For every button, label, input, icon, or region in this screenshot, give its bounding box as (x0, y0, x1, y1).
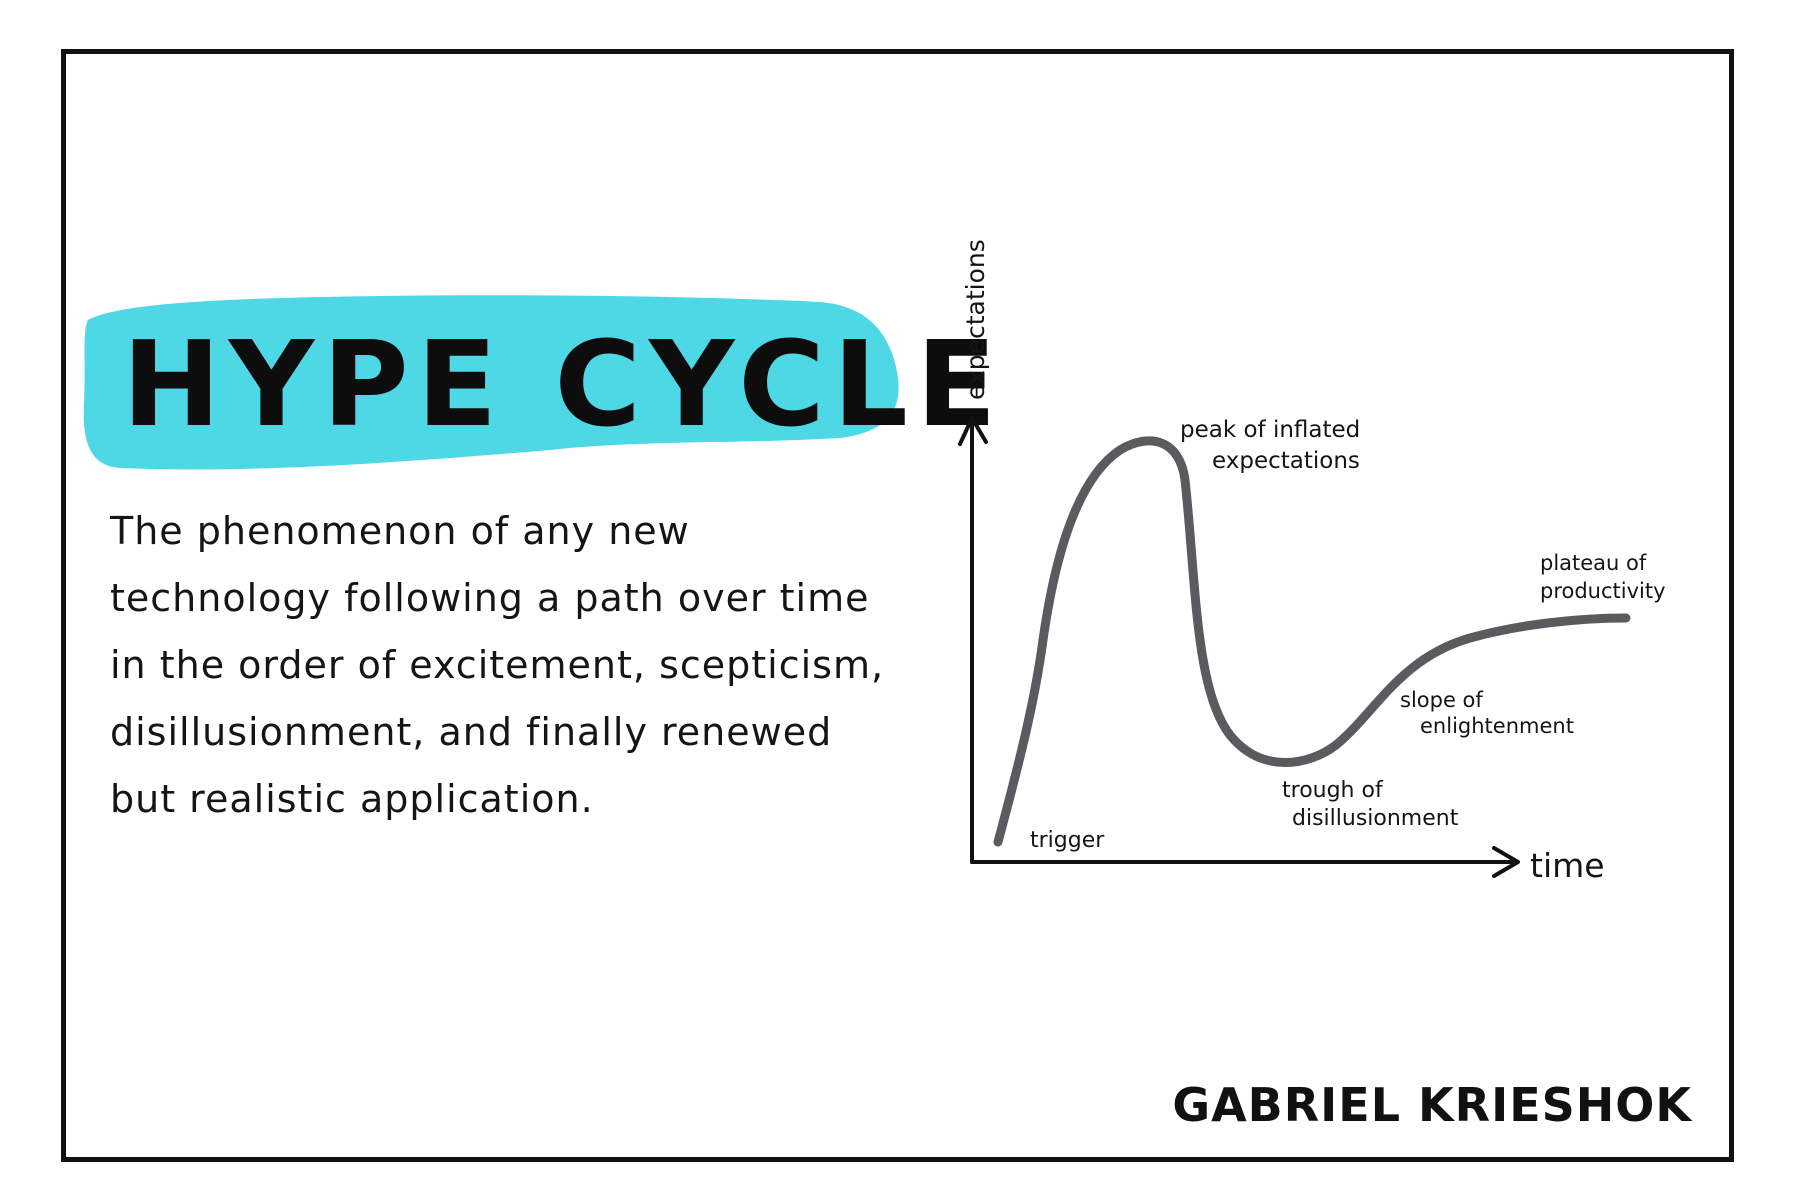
plateau-label: plateau of productivity (1540, 551, 1666, 603)
slope-label: slope of enlightenment (1400, 688, 1574, 738)
trough-label-line: disillusionment (1292, 806, 1459, 831)
plateau-label-line: productivity (1540, 579, 1666, 603)
y-axis-label: expectations (961, 239, 990, 400)
hype-cycle-description: The phenomenon of any new technology fol… (110, 509, 885, 821)
trigger-label: trigger (1030, 828, 1105, 853)
page-title: HYPE CYCLE (122, 315, 1005, 453)
trough-label-line: trough of (1282, 778, 1384, 803)
trough-label: trough of disillusionment (1282, 778, 1459, 831)
plateau-label-line: plateau of (1540, 551, 1647, 575)
hype-curve (993, 436, 1631, 847)
x-axis-label: time (1530, 846, 1605, 885)
slope-label-line: enlightenment (1420, 714, 1574, 738)
slope-label-line: slope of (1400, 688, 1483, 712)
title-banner-shape (83, 295, 899, 470)
peak-label-line: peak of inflated (1180, 417, 1360, 443)
title-banner: HYPE CYCLE (80, 292, 997, 476)
y-axis-arrowhead (958, 416, 988, 446)
artist-signature: GABRIEL KRIESHOK (1172, 1078, 1692, 1132)
x-axis-arrowhead (1492, 846, 1520, 878)
peak-label: peak of inflated expectations (1180, 417, 1368, 474)
comic-frame (61, 49, 1734, 1162)
peak-label-line: expectations (1212, 448, 1360, 474)
